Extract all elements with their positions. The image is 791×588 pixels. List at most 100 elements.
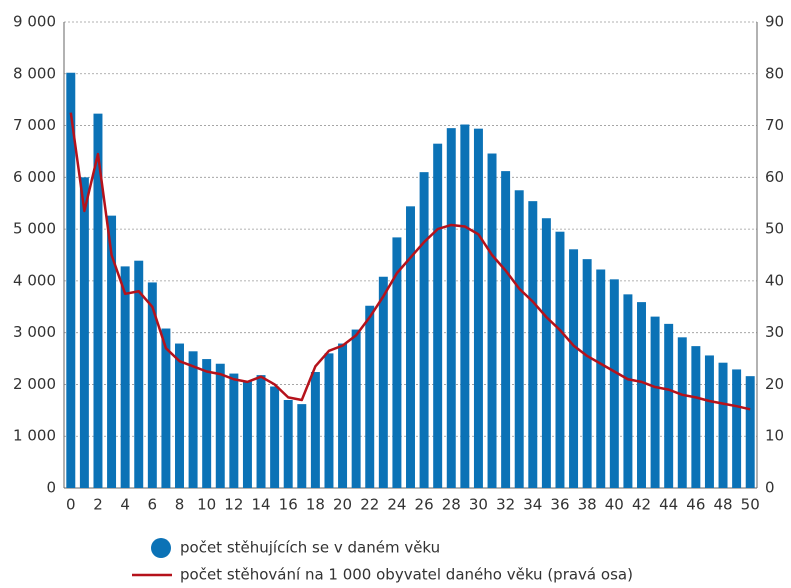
x-tick-label: 8 — [175, 496, 185, 514]
x-tick-label: 10 — [197, 496, 216, 514]
bar — [188, 351, 198, 488]
bar — [229, 373, 239, 488]
y-tick-label: 5 000 — [13, 220, 56, 238]
bar — [732, 369, 742, 488]
bar — [120, 266, 130, 488]
y2-tick-label: 60 — [765, 168, 784, 186]
bar — [704, 355, 714, 488]
x-tick-label: 18 — [306, 496, 325, 514]
bar — [637, 302, 646, 488]
legend-label: počet stěhujících se v daném věku — [180, 539, 440, 557]
bar — [378, 276, 388, 488]
y2-tick-label: 10 — [765, 427, 784, 445]
bar — [718, 362, 728, 488]
x-tick-label: 28 — [442, 496, 461, 514]
bar — [514, 190, 524, 488]
bar — [297, 404, 307, 488]
y2-tick-label: 40 — [765, 271, 784, 289]
y2-tick-label: 30 — [765, 323, 784, 341]
bar — [365, 305, 375, 488]
bar — [623, 294, 633, 488]
x-tick-label: 6 — [148, 496, 158, 514]
y2-tick-label: 70 — [765, 116, 784, 134]
x-tick-label: 0 — [66, 496, 76, 514]
bar — [528, 201, 538, 488]
bar — [609, 279, 619, 488]
bar — [473, 128, 483, 488]
x-tick-label: 46 — [686, 496, 705, 514]
bar — [433, 143, 443, 488]
x-tick-label: 34 — [523, 496, 542, 514]
bar — [351, 329, 361, 488]
y-tick-label: 9 000 — [13, 13, 56, 31]
x-tick-label: 12 — [224, 496, 243, 514]
line — [69, 112, 751, 411]
bar — [596, 269, 606, 488]
bar — [419, 172, 429, 488]
x-tick-label: 30 — [469, 496, 488, 514]
x-tick-label: 44 — [659, 496, 678, 514]
y2-tick-label: 0 — [765, 479, 775, 497]
legend-marker — [151, 538, 171, 558]
y2-tick-label: 20 — [765, 375, 784, 393]
x-tick-label: 38 — [578, 496, 597, 514]
x-tick-label: 36 — [550, 496, 569, 514]
bar — [541, 218, 551, 488]
y-tick-label: 8 000 — [13, 64, 56, 82]
bar — [256, 375, 266, 488]
x-tick-label: 26 — [415, 496, 434, 514]
x-tick-label: 50 — [741, 496, 760, 514]
bar — [147, 282, 157, 488]
bar — [270, 386, 280, 488]
bar — [242, 381, 252, 488]
y2-tick-label: 90 — [765, 13, 784, 31]
x-tick-label: 32 — [496, 496, 515, 514]
y-tick-label: 3 000 — [13, 323, 56, 341]
bar — [79, 177, 89, 489]
bar — [202, 359, 212, 488]
bar — [134, 260, 144, 488]
bar — [582, 259, 592, 488]
y-tick-label: 2 000 — [13, 375, 56, 393]
bar — [650, 316, 660, 488]
bar — [310, 372, 320, 488]
x-tick-label: 2 — [93, 496, 103, 514]
bar — [338, 343, 348, 488]
x-tick-label: 4 — [120, 496, 130, 514]
bar — [392, 237, 402, 488]
bar — [460, 124, 470, 489]
y2-tick-label: 80 — [765, 64, 784, 82]
bar — [215, 363, 225, 488]
bar — [175, 343, 184, 488]
bar — [406, 206, 415, 488]
y-tick-label: 6 000 — [13, 168, 56, 186]
bar — [677, 337, 687, 488]
bar — [283, 399, 293, 488]
x-tick-label: 42 — [632, 496, 651, 514]
bar — [161, 328, 171, 488]
y2-tick-label: 50 — [765, 220, 784, 238]
bar — [487, 153, 497, 488]
bar — [446, 128, 456, 488]
bar — [691, 346, 701, 488]
bar — [745, 376, 755, 488]
bar — [501, 171, 511, 488]
legend-label: počet stěhování na 1 000 obyvatel daného… — [180, 566, 633, 584]
y-tick-label: 0 — [46, 479, 56, 497]
y-tick-label: 7 000 — [13, 116, 56, 134]
x-tick-label: 22 — [360, 496, 379, 514]
bar — [664, 323, 674, 488]
x-tick-label: 24 — [387, 496, 406, 514]
bar — [93, 113, 103, 488]
x-tick-label: 14 — [251, 496, 270, 514]
y-tick-label: 4 000 — [13, 271, 56, 289]
x-tick-label: 40 — [605, 496, 624, 514]
y-tick-label: 1 000 — [13, 427, 56, 445]
x-tick-label: 20 — [333, 496, 352, 514]
bar — [324, 353, 334, 488]
bar — [66, 72, 76, 489]
bar — [555, 231, 565, 488]
x-tick-label: 16 — [279, 496, 298, 514]
bar — [107, 215, 117, 488]
